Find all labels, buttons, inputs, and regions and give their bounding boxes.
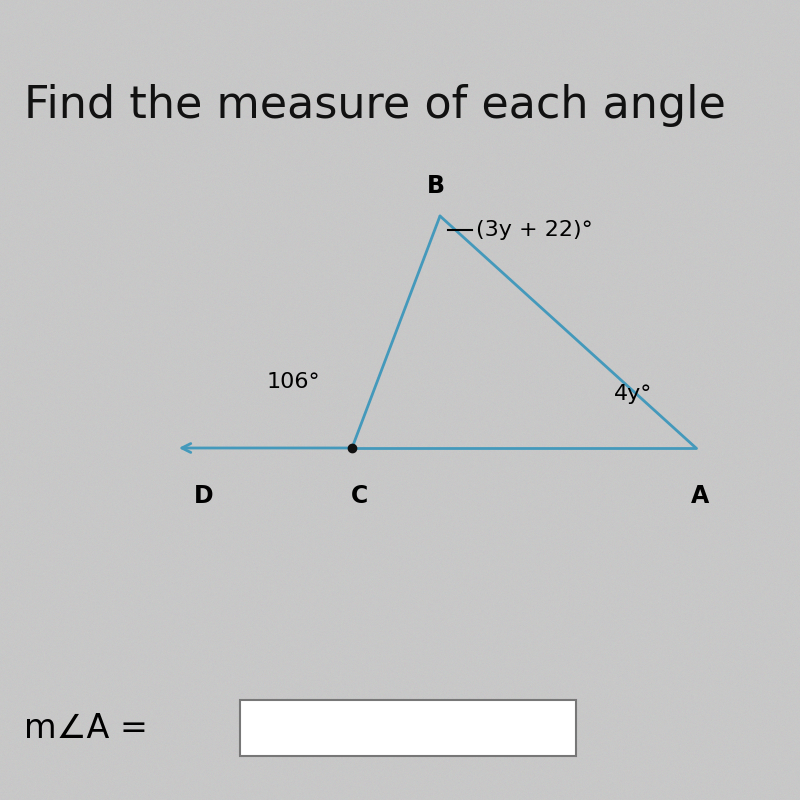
Text: Find the measure of each angle: Find the measure of each angle (24, 84, 726, 127)
Text: A: A (691, 484, 709, 508)
FancyBboxPatch shape (240, 700, 576, 756)
Text: m∠A =: m∠A = (24, 711, 148, 745)
Text: (3y + 22)°: (3y + 22)° (476, 220, 593, 240)
Text: 4y°: 4y° (614, 384, 652, 404)
Text: 106°: 106° (266, 372, 320, 392)
Text: C: C (351, 484, 369, 508)
Text: D: D (194, 484, 214, 508)
Text: B: B (427, 174, 445, 198)
